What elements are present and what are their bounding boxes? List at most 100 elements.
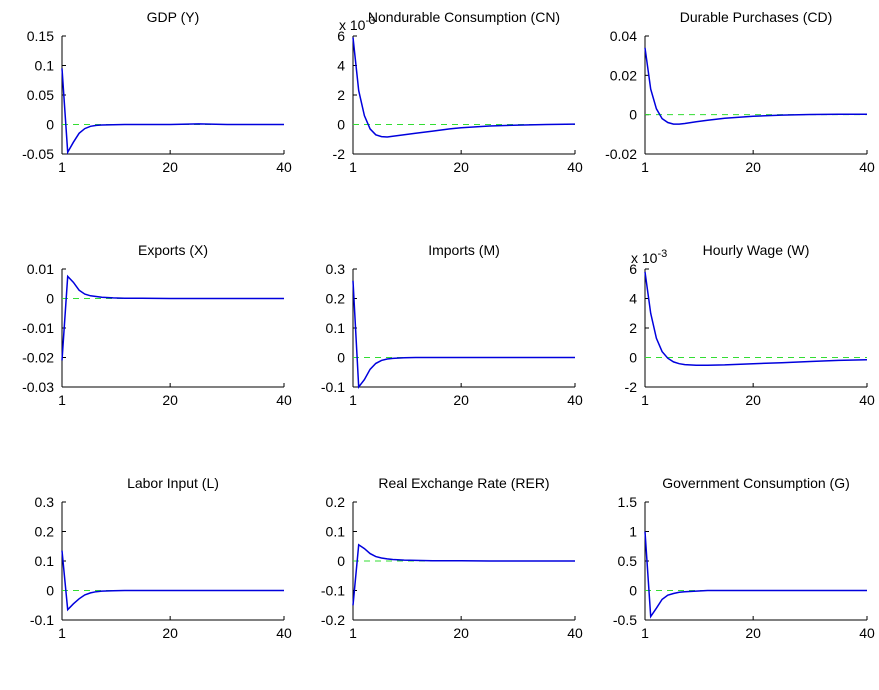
y-tick-label: -0.2 xyxy=(321,612,345,628)
y-tick-label: 0 xyxy=(337,553,345,569)
x-tick-label: 40 xyxy=(859,392,875,408)
y-tick-label: 0.2 xyxy=(326,291,346,307)
y-tick-label: 0 xyxy=(46,583,54,599)
y-tick-label: 0.1 xyxy=(35,58,55,74)
x-tick-label: 20 xyxy=(162,625,178,641)
x-tick-label: 40 xyxy=(276,159,292,175)
y-tick-label: 0 xyxy=(46,291,54,307)
series-line xyxy=(644,531,867,619)
series-line xyxy=(644,47,867,125)
x-tick-label: 20 xyxy=(453,625,469,641)
y-tick-label: 0.5 xyxy=(618,553,638,569)
y-tick-label: 6 xyxy=(629,261,637,277)
y-tick-label: 0.15 xyxy=(27,28,54,44)
y-tick-label: -2 xyxy=(625,379,638,395)
y-tick-label: -0.03 xyxy=(22,379,54,395)
x-tick-label: 40 xyxy=(567,392,583,408)
y-tick-label: -0.05 xyxy=(22,146,54,162)
exponent-label: x 10-3 xyxy=(339,15,375,33)
y-tick-label: 4 xyxy=(337,58,345,74)
y-tick-label: 0.3 xyxy=(35,494,55,510)
panel-title: GDP (Y) xyxy=(147,9,200,25)
panel-title: Labor Input (L) xyxy=(127,475,219,491)
panel-title: Exports (X) xyxy=(138,242,208,258)
x-tick-label: 40 xyxy=(276,392,292,408)
y-tick-label: -0.5 xyxy=(613,612,637,628)
series-line xyxy=(352,280,575,390)
y-tick-label: 2 xyxy=(629,320,637,336)
series-line xyxy=(352,543,575,606)
x-tick-label: 1 xyxy=(58,159,66,175)
x-tick-label: 20 xyxy=(162,159,178,175)
panel-2: Nondurable Consumption (CN)x 10-3 -2 0 2 4 6 1… xyxy=(333,9,583,175)
panel-title: Durable Purchases (CD) xyxy=(680,9,833,25)
panel-title: Hourly Wage (W) xyxy=(703,242,810,258)
y-tick-label: 0.02 xyxy=(610,67,637,83)
x-tick-label: 40 xyxy=(567,625,583,641)
y-tick-label: -2 xyxy=(333,146,346,162)
panel-4: Exports (X) -0.03 -0.02 -0.01 0 0.01 1 20 40 xyxy=(22,242,292,408)
panel-7: Labor Input (L) -0.1 0 0.1 0.2 0.3 1 20 40 xyxy=(30,475,292,641)
x-tick-label: 1 xyxy=(349,392,357,408)
y-tick-label: 0.05 xyxy=(27,87,54,103)
y-tick-label: 2 xyxy=(337,87,345,103)
panel-3: Durable Purchases (CD) -0.02 0 0.02 0.04 1 20 4… xyxy=(605,9,875,175)
x-tick-label: 20 xyxy=(453,392,469,408)
y-tick-label: -0.1 xyxy=(30,612,54,628)
y-tick-label: 0.2 xyxy=(35,524,55,540)
x-tick-label: 20 xyxy=(453,159,469,175)
panel-title: Real Exchange Rate (RER) xyxy=(378,475,549,491)
panel-title: Nondurable Consumption (CN) xyxy=(368,9,560,25)
x-tick-label: 20 xyxy=(745,159,761,175)
y-tick-label: 0 xyxy=(46,117,54,133)
y-tick-label: 0.1 xyxy=(326,524,346,540)
x-tick-label: 1 xyxy=(58,392,66,408)
x-tick-label: 20 xyxy=(162,392,178,408)
panel-title: Government Consumption (G) xyxy=(662,475,850,491)
series-line xyxy=(61,274,284,361)
panel-8: Real Exchange Rate (RER) -0.2 -0.1 0 0.1 0.2 1… xyxy=(321,475,583,641)
x-tick-label: 1 xyxy=(641,159,649,175)
series-line xyxy=(644,271,868,366)
y-tick-label: 0 xyxy=(629,107,637,123)
x-tick-label: 40 xyxy=(859,159,875,175)
x-tick-label: 1 xyxy=(641,392,649,408)
x-tick-label: 20 xyxy=(745,392,761,408)
panel-1: GDP (Y) -0.05 0 0.05 0.1 0.15 1 20 40 xyxy=(22,9,292,175)
y-tick-label: -0.1 xyxy=(321,583,345,599)
x-tick-label: 40 xyxy=(276,625,292,641)
x-tick-label: 1 xyxy=(641,625,649,641)
y-tick-label: 1.5 xyxy=(618,494,638,510)
y-tick-label: 0.2 xyxy=(326,494,346,510)
y-tick-label: 6 xyxy=(337,28,345,44)
y-tick-label: 0.04 xyxy=(610,28,637,44)
y-tick-label: 0.1 xyxy=(35,553,55,569)
series-line xyxy=(61,68,284,155)
y-tick-label: 0 xyxy=(337,117,345,133)
panel-9: Government Consumption (G) -0.5 0 0.5 1 1.5 1 2… xyxy=(613,475,875,641)
y-tick-label: 0.1 xyxy=(326,320,346,336)
y-tick-label: 1 xyxy=(629,524,637,540)
y-tick-label: -0.1 xyxy=(321,379,345,395)
y-tick-label: 4 xyxy=(629,291,637,307)
y-tick-label: 0.3 xyxy=(326,261,346,277)
y-tick-label: -0.01 xyxy=(22,320,54,336)
x-tick-label: 40 xyxy=(859,625,875,641)
panel-5: Imports (M) -0.1 0 0.1 0.2 0.3 1 20 40 xyxy=(321,242,583,408)
x-tick-label: 1 xyxy=(349,159,357,175)
exponent-label: x 10-3 xyxy=(631,248,667,266)
y-tick-label: 0 xyxy=(629,350,637,366)
y-tick-label: 0.01 xyxy=(27,261,54,277)
y-tick-label: -0.02 xyxy=(22,350,54,366)
x-tick-label: 1 xyxy=(349,625,357,641)
y-tick-label: -0.02 xyxy=(605,146,637,162)
panel-6: Hourly Wage (W) x 10-3 -2 0 2 4 6 1 20 40 xyxy=(625,242,875,408)
series-line xyxy=(352,37,576,138)
x-tick-label: 1 xyxy=(58,625,66,641)
x-tick-label: 40 xyxy=(567,159,583,175)
x-tick-label: 20 xyxy=(745,625,761,641)
series-line xyxy=(61,550,284,612)
y-tick-label: 0 xyxy=(629,583,637,599)
panel-title: Imports (M) xyxy=(428,242,500,258)
